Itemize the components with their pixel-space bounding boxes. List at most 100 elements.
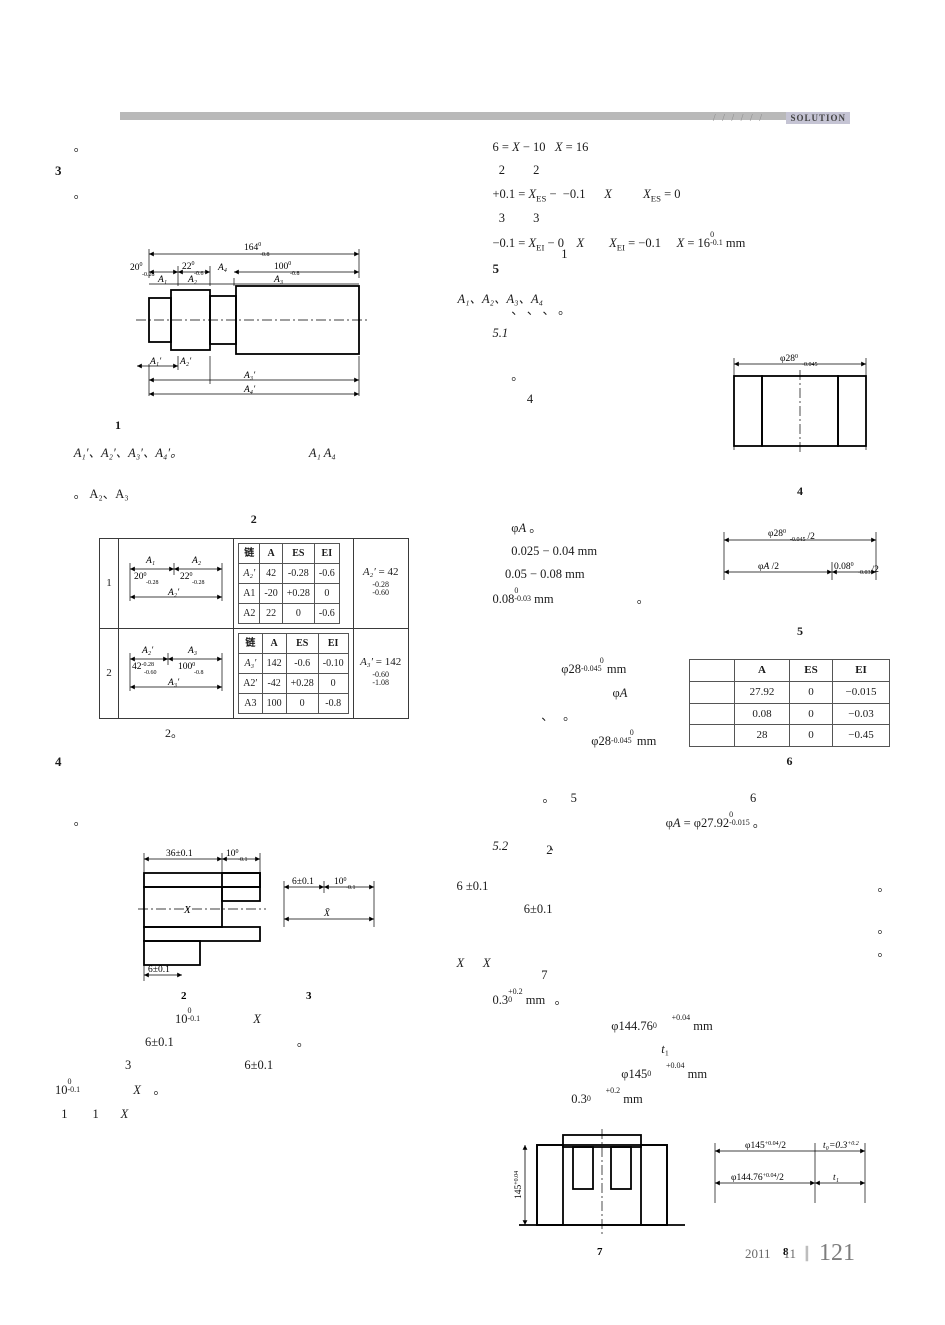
- svg-text:A₂′: A₂′: [141, 646, 154, 656]
- svg-text:200-0.28: 200-0.28: [130, 262, 155, 278]
- figure-5: φ280-0.045/2 φA /2 0.080-0.03/2 5: [710, 520, 890, 650]
- header-right: / / / / / / SOLUTION: [713, 112, 850, 124]
- sp52b: [493, 901, 891, 917]
- svg-text:A₄′: A₄′: [243, 385, 256, 395]
- fig4-cap: 4: [710, 481, 890, 501]
- t2-r2-mini: 链AESEI A₃′142-0.6-0.10 A2′-42+0.280 A310…: [234, 628, 353, 718]
- v145: φ145+0.040 mm: [493, 1062, 891, 1085]
- sec3-body2: [55, 208, 453, 226]
- svg-text:X: X: [183, 904, 192, 916]
- svg-text:φ280-0.045/2: φ280-0.045/2: [768, 529, 815, 543]
- t2-r1-mini: 链AESEI A₂′42-0.28-0.6 A1-20+0.280 A2220-…: [234, 538, 353, 628]
- table2-cap2: 2。: [165, 723, 453, 743]
- table2-caption: 2: [55, 509, 453, 529]
- footer-year: 2011: [745, 1246, 771, 1261]
- footer: 2011 11 ▎ 121: [745, 1240, 855, 1267]
- t2-r2-idx: 2: [99, 628, 119, 718]
- svg-text:36±0.1: 36±0.1: [166, 849, 193, 859]
- eq2a: 2 2: [493, 160, 891, 181]
- right-column: 6 = X − 10 X = 16 2 2 +0.1 = XES − −0.1 …: [493, 135, 891, 1275]
- t1-line: t₁: [493, 1039, 891, 1060]
- result-line: φA = φ27.920-0.015 。: [493, 811, 891, 834]
- t2-r1-chain: A₁ A₂ 200-0.28 220-0.28 A₂′: [119, 538, 234, 628]
- sec4-head: 4: [55, 751, 453, 773]
- figure-4: φ280-0.045 4: [710, 350, 890, 510]
- v03: 0.3+0.20 mm 。: [493, 988, 891, 1011]
- svg-text:A₃: A₃: [187, 646, 197, 656]
- svg-text:7: 7: [597, 1246, 603, 1258]
- svg-text:200-0.28: 200-0.28: [134, 572, 159, 586]
- sec4-line2: 6±0.1 。: [55, 1032, 453, 1053]
- svg-text:t₀=0.3+0.2: t₀=0.3+0.2: [823, 1141, 859, 1151]
- v03b: 0.3+0.20 mm: [493, 1087, 891, 1110]
- eq2b: +0.1 = XES − −0.1 X XES = 0: [493, 184, 891, 206]
- sec51-head: 5.1: [493, 323, 891, 344]
- fig1-under: A₁′、A₂′、A₃′、A₄′。 A₁ A₄: [55, 443, 453, 464]
- dim-164: 1640-0.8: [244, 242, 270, 258]
- svg-text:A₂: A₂: [187, 275, 198, 285]
- t2-r2-res: A₃′ = 142-0.60-1.08: [353, 628, 408, 718]
- svg-text:A₁: A₁: [157, 275, 167, 285]
- svg-text:3: 3: [306, 990, 312, 1002]
- sp52: [493, 859, 891, 875]
- svg-text:φ144.76+0.04/2: φ144.76+0.04/2: [731, 1173, 784, 1183]
- svg-text:6±0.1: 6±0.1: [148, 965, 170, 975]
- table-6: AESEI 27.920−0.015 0.080−0.03 280−0.45 6: [689, 659, 890, 779]
- mid-line: 。 A₂、A₃: [55, 484, 453, 505]
- svg-text:A₁′: A₁′: [149, 357, 162, 367]
- svg-text:100-0.1: 100-0.1: [226, 849, 248, 863]
- svg-text:φ145+0.04/2: φ145+0.04/2: [745, 1141, 786, 1151]
- sec4-line4: 100-0.1 X 。: [55, 1078, 453, 1101]
- svg-text:A₄: A₄: [217, 263, 227, 273]
- svg-text:A₂′: A₂′: [179, 357, 192, 367]
- svg-text:A₂′: A₂′: [167, 588, 180, 598]
- svg-text:0.080-0.03/2: 0.080-0.03/2: [834, 562, 879, 576]
- t2-r1-res: A₂′ = 42-0.28-0.60: [353, 538, 408, 628]
- sec5-body: 、 、 、 。: [493, 300, 891, 321]
- svg-text:A₃: A₃: [273, 275, 283, 285]
- eq3a: 3 3: [493, 208, 891, 229]
- sec5-sp: [493, 282, 891, 298]
- table-2: 1 A₁ A₂ 200-0.28 220-0.: [99, 538, 409, 719]
- svg-text:A₂: A₂: [191, 556, 202, 566]
- figure-1: 1640-0.8 200-0.28 220-0.6 A₄ 1000-0.8: [55, 236, 453, 411]
- svg-text:X̄: X̄: [323, 907, 331, 918]
- svg-text:A₁: A₁: [145, 556, 155, 566]
- sec3-body1: 。: [55, 184, 453, 205]
- svg-text:2: 2: [181, 990, 187, 1002]
- svg-text:100-0.1: 100-0.1: [334, 877, 356, 891]
- t2-r1-idx: 1: [99, 538, 119, 628]
- header-badge: SOLUTION: [786, 112, 850, 124]
- line56: 。 5 6: [493, 788, 891, 809]
- sec4-body2: 。: [55, 811, 453, 832]
- intro-line: 。: [55, 137, 453, 158]
- sec5-head: 5: [493, 258, 891, 280]
- svg-text:220-0.28: 220-0.28: [180, 572, 205, 586]
- svg-text:A₃′: A₃′: [243, 371, 256, 381]
- footer-page: 121: [819, 1240, 855, 1266]
- sec4-line3: 3 6±0.1: [55, 1055, 453, 1076]
- sec52-b1: 。: [493, 877, 891, 898]
- sec4-line5: 1 1 X: [55, 1104, 453, 1125]
- svg-text:6±0.1: 6±0.1: [292, 877, 314, 887]
- svg-text:145+0.04: 145+0.04: [514, 1170, 524, 1198]
- sec3-head: 3: [55, 160, 453, 182]
- header-slashes: / / / / / /: [713, 113, 764, 124]
- svg-text:φ280-0.045: φ280-0.045: [780, 354, 818, 368]
- line7: 7: [493, 965, 891, 986]
- eq1: 6 = X − 10 X = 16: [493, 137, 891, 158]
- sec4-body: [55, 775, 453, 809]
- sec52-b3: 。: [493, 942, 891, 963]
- svg-text:t₁: t₁: [833, 1173, 839, 1183]
- left-column: 。 3 。: [55, 135, 453, 1275]
- svg-text:φA /2: φA /2: [758, 562, 779, 572]
- t2-r2-chain: A₂′ A₃ 42-0.28-0.60 1000-0.8 A₃′: [119, 628, 234, 718]
- t6-cap: 6: [689, 751, 890, 771]
- svg-text:1000-0.8: 1000-0.8: [178, 662, 204, 676]
- svg-text:A₃′: A₃′: [167, 678, 180, 688]
- footer-issue: 11: [783, 1246, 796, 1261]
- sec52-b2: 。: [493, 919, 891, 940]
- fig5-cap: 5: [710, 621, 890, 641]
- fig1-caption: 1: [115, 415, 453, 435]
- blank-l1: [55, 466, 453, 482]
